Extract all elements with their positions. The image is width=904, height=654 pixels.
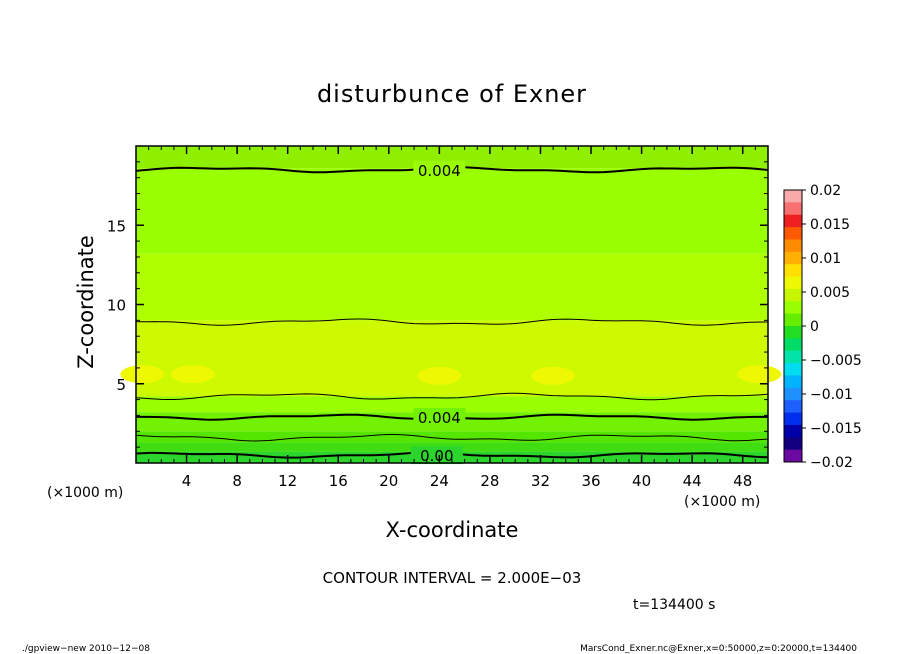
colorbar: 0.02 0.015 0.01 0.005 0 −0.005 −0.01 −0.015 −0.0… bbox=[783, 183, 862, 471]
x-tick-label-3: 16 bbox=[329, 472, 348, 490]
colorbar-swatch-15 bbox=[784, 375, 802, 389]
field-band-4 bbox=[136, 396, 768, 413]
colorbar-swatch-21 bbox=[784, 449, 802, 463]
colorbar-tick-label-2: 0.01 bbox=[810, 251, 841, 267]
y-tick-label-2: 15 bbox=[107, 217, 126, 235]
contour-label-5: 0.00 bbox=[420, 447, 453, 465]
y-axis-label: Z-coordinate bbox=[74, 235, 98, 369]
x-tick-label-11: 48 bbox=[733, 472, 752, 490]
colorbar-tick-label-0: 0.02 bbox=[810, 183, 841, 199]
maximum-region-4 bbox=[737, 365, 782, 384]
colorbar-swatch-20 bbox=[784, 437, 802, 451]
contour-lines: 0.004 0.004 0.00 bbox=[135, 160, 769, 465]
colorbar-swatch-13 bbox=[784, 350, 802, 364]
maximum-region-3 bbox=[531, 366, 576, 385]
x-tick-label-6: 28 bbox=[480, 472, 499, 490]
x-axis-label: X-coordinate bbox=[386, 518, 519, 542]
colorbar-swatch-9 bbox=[784, 301, 802, 315]
colorbar-tick-label-5: −0.005 bbox=[810, 353, 862, 369]
y-tick-label-1: 10 bbox=[107, 297, 126, 315]
x-tick-label-4: 20 bbox=[379, 472, 398, 490]
colorbar-swatch-2 bbox=[784, 214, 802, 228]
contour-line-1 bbox=[135, 318, 768, 326]
colorbar-tick-label-8: −0.02 bbox=[810, 455, 853, 471]
colorbar-tick-label-6: −0.01 bbox=[810, 387, 853, 403]
footer-right: MarsCond_Exner.nc@Exner,x=0:50000,z=0:20… bbox=[580, 644, 857, 654]
contour-label-0: 0.004 bbox=[418, 162, 461, 180]
maximum-region-0 bbox=[120, 365, 165, 384]
colorbar-swatch-12 bbox=[784, 338, 802, 352]
colorbar-swatch-17 bbox=[784, 400, 802, 414]
x-axis-unit-right: (×1000 m) bbox=[684, 494, 760, 510]
colorbar-swatch-19 bbox=[784, 424, 802, 438]
colorbar-swatch-10 bbox=[784, 313, 802, 327]
x-tick-label-8: 36 bbox=[581, 472, 600, 490]
colorbar-swatch-1 bbox=[784, 202, 802, 216]
colorbar-tick-label-7: −0.015 bbox=[810, 421, 862, 437]
colorbar-swatch-8 bbox=[784, 288, 802, 302]
colorbar-swatch-0 bbox=[784, 190, 802, 203]
x-tick-label-5: 24 bbox=[430, 472, 449, 490]
x-tick-label-1: 8 bbox=[232, 472, 242, 490]
field-band-1 bbox=[136, 168, 768, 254]
colorbar-swatch-16 bbox=[784, 387, 802, 401]
x-tick-label-2: 12 bbox=[278, 472, 297, 490]
field-band-6 bbox=[136, 431, 768, 443]
x-tick-label-9: 40 bbox=[632, 472, 651, 490]
field-band-2 bbox=[136, 253, 768, 321]
colorbar-swatch-4 bbox=[784, 239, 802, 253]
contour-label-bg-5 bbox=[410, 446, 463, 465]
contour-interval-note: CONTOUR INTERVAL = 2.000E−03 bbox=[323, 569, 582, 587]
colorbar-swatch-11 bbox=[784, 326, 802, 339]
footer-left: ./gpview−new 2010−12−08 bbox=[22, 644, 150, 654]
y-tick-label-0: 5 bbox=[116, 376, 126, 394]
x-axis-unit-left: (×1000 m) bbox=[47, 485, 123, 501]
colorbar-tick-label-3: 0.005 bbox=[810, 285, 850, 301]
x-tick-label-7: 32 bbox=[531, 472, 550, 490]
x-tick-label-10: 44 bbox=[683, 472, 702, 490]
time-note: t=134400 s bbox=[633, 597, 715, 613]
contour-line-4 bbox=[135, 434, 769, 442]
colorbar-swatch-6 bbox=[784, 264, 802, 278]
field-band-3 bbox=[136, 320, 768, 397]
colorbar-swatch-7 bbox=[784, 276, 802, 290]
colorbar-swatch-14 bbox=[784, 363, 802, 376]
contour-label-bg-0 bbox=[413, 160, 466, 179]
maximum-region-1 bbox=[170, 365, 215, 384]
contour-line-2 bbox=[135, 392, 769, 401]
colorbar-swatch-3 bbox=[784, 227, 802, 240]
colorbar-tick-label-4: 0 bbox=[810, 319, 819, 335]
contour-label-3: 0.004 bbox=[418, 409, 461, 427]
colorbar-swatch-5 bbox=[784, 251, 802, 265]
field-band-0 bbox=[136, 146, 768, 169]
contour-label-bg-3 bbox=[413, 408, 466, 427]
x-tick-label-0: 4 bbox=[182, 472, 192, 490]
chart-title: disturbunce of Exner bbox=[317, 80, 587, 108]
colorbar-tick-label-1: 0.015 bbox=[810, 217, 850, 233]
maximum-region-2 bbox=[417, 366, 462, 385]
colorbar-swatch-18 bbox=[784, 412, 802, 426]
